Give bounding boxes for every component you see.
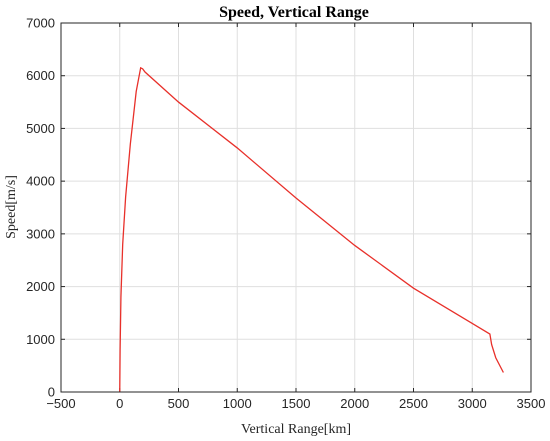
y-tick-label: 0	[48, 385, 55, 400]
x-tick-label: 3500	[517, 396, 546, 411]
x-tick-label: 2500	[399, 396, 428, 411]
y-tick-label: 2000	[26, 279, 55, 294]
x-tick-label: 500	[168, 396, 190, 411]
y-axis-title: Speed[m/s]	[4, 175, 19, 239]
x-tick-label: 3000	[458, 396, 487, 411]
y-tick-label: 3000	[26, 226, 55, 241]
x-tick-label: 1500	[282, 396, 311, 411]
y-axis-tick-labels: 0 1000 2000 3000 4000 5000 6000 7000	[26, 16, 55, 400]
y-tick-label: 7000	[26, 16, 55, 31]
x-tick-label: 0	[116, 396, 123, 411]
x-axis-title: Vertical Range[km]	[241, 422, 351, 437]
y-tick-label: 1000	[26, 332, 55, 347]
x-axis-tick-labels: −500 0 500 1000 1500 2000 2500 3000 3500	[46, 396, 545, 411]
chart-title: Speed, Vertical Range	[219, 4, 369, 21]
speed-series-line	[119, 66, 504, 393]
x-tick-label: 2000	[340, 396, 369, 411]
plot-frame	[60, 22, 532, 393]
x-tick-label: −500	[46, 396, 75, 411]
y-tick-label: 5000	[26, 121, 55, 136]
x-tick-label: 1000	[223, 396, 252, 411]
y-tick-label: 4000	[26, 174, 55, 189]
y-tick-label: 6000	[26, 68, 55, 83]
